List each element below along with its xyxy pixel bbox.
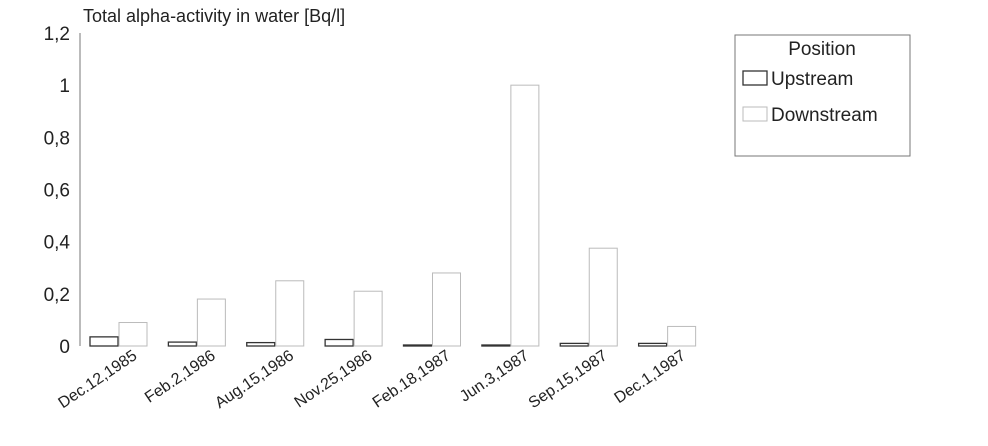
x-category-label: Sep.15,1987 <box>526 347 611 412</box>
bar-upstream <box>246 341 276 347</box>
y-tick-label: 1 <box>59 76 70 97</box>
y-axis-ticks: 0 0,2 0,4 0,6 0,8 1 1,2 <box>44 24 71 358</box>
bar-downstream <box>196 298 226 347</box>
y-tick-label: 0,4 <box>44 233 71 254</box>
bar-downstream <box>353 290 383 347</box>
x-category-label: Dec.1,1987 <box>612 347 689 407</box>
bar-upstream <box>89 336 119 347</box>
bar-downstream <box>510 84 540 347</box>
legend-title: Position <box>788 39 856 60</box>
x-category-label: Nov.25,1986 <box>292 347 376 411</box>
bar-downstream <box>667 325 697 347</box>
chart-title: Total alpha-activity in water [Bq/l] <box>83 6 345 26</box>
bar-upstream <box>481 344 511 347</box>
x-category-label: Aug.15,1986 <box>212 347 297 412</box>
bar-upstream <box>637 342 668 347</box>
y-tick-label: 1,2 <box>44 24 70 45</box>
bar-upstream <box>559 342 589 347</box>
legend-label: Downstream <box>771 105 878 126</box>
bars-group <box>89 84 697 347</box>
bar-upstream <box>167 341 198 347</box>
x-category-label: Feb.2,1986 <box>142 347 219 406</box>
legend-box <box>734 34 911 157</box>
bar-upstream <box>324 338 354 347</box>
y-tick-label: 0,2 <box>44 285 70 306</box>
legend-swatch <box>742 70 768 86</box>
bar-downstream <box>118 322 148 347</box>
bar-downstream <box>432 272 461 347</box>
x-axis-labels: Dec.12,1985 Feb.2,1986Aug.15,1986Nov.25,1… <box>56 347 689 412</box>
bar-downstream <box>275 280 305 347</box>
y-tick-label: 0 <box>59 337 70 358</box>
legend-swatch <box>742 106 768 122</box>
legend: Position Upstream Downstream <box>734 34 911 157</box>
y-tick-label: 0,6 <box>44 181 70 202</box>
legend-label: Upstream <box>771 69 853 90</box>
x-category-label: Jun.3,1987 <box>457 347 532 405</box>
y-tick-label: 0,8 <box>44 128 70 149</box>
bar-upstream <box>402 344 433 347</box>
x-category-label: Feb.18,1987 <box>370 347 454 411</box>
bar-downstream <box>588 247 618 347</box>
